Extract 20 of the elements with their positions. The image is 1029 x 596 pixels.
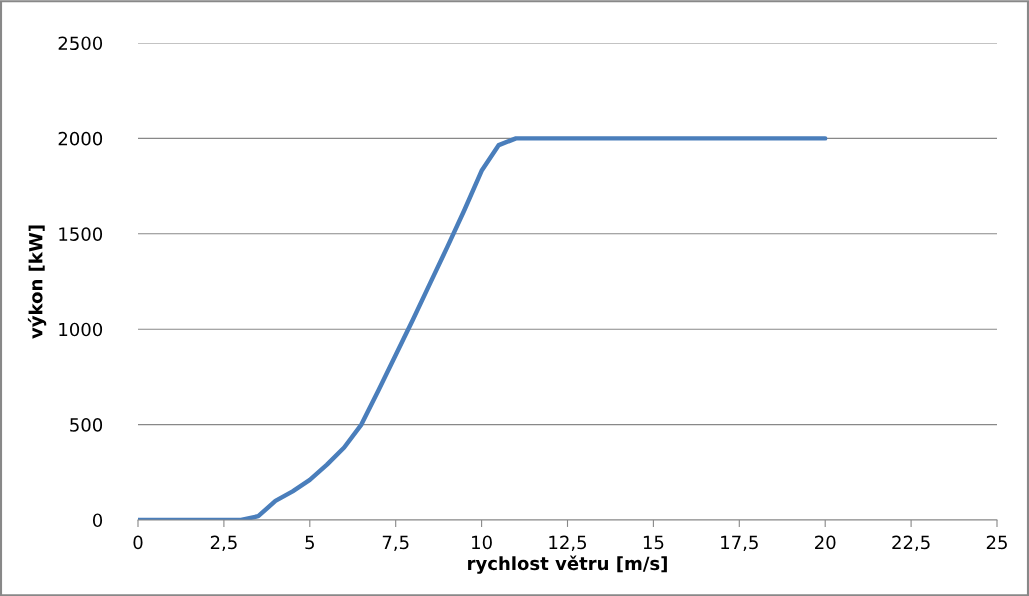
x-tick-label: 7,5 — [382, 535, 409, 552]
y-tick-label: 2000 — [58, 131, 103, 146]
x-tick-label: 10 — [472, 535, 492, 550]
x-tick-label: 22,5 — [892, 535, 930, 552]
x-tick-label: 2,5 — [210, 535, 237, 552]
x-axis-title: rychlost větru [m/s] — [468, 555, 667, 574]
y-tick-label: 500 — [70, 418, 103, 432]
x-tick-label: 0 — [133, 535, 143, 550]
y-tick-label: 1000 — [59, 322, 103, 337]
x-tick-label: 20 — [815, 535, 836, 550]
x-tick-label: 25 — [986, 535, 1007, 550]
x-tick-label: 5 — [305, 535, 314, 550]
x-tick-label: 15 — [643, 535, 664, 550]
line-series — [138, 136, 828, 520]
y-tick-label: 2500 — [58, 36, 103, 51]
x-tick-label: 17,5 — [721, 535, 758, 552]
x-tick-label: 12,5 — [549, 535, 587, 552]
y-tick-label: 0 — [92, 513, 103, 528]
y-axis-title: výkon [kW] — [27, 225, 47, 339]
y-tick-label: 1500 — [59, 227, 103, 241]
